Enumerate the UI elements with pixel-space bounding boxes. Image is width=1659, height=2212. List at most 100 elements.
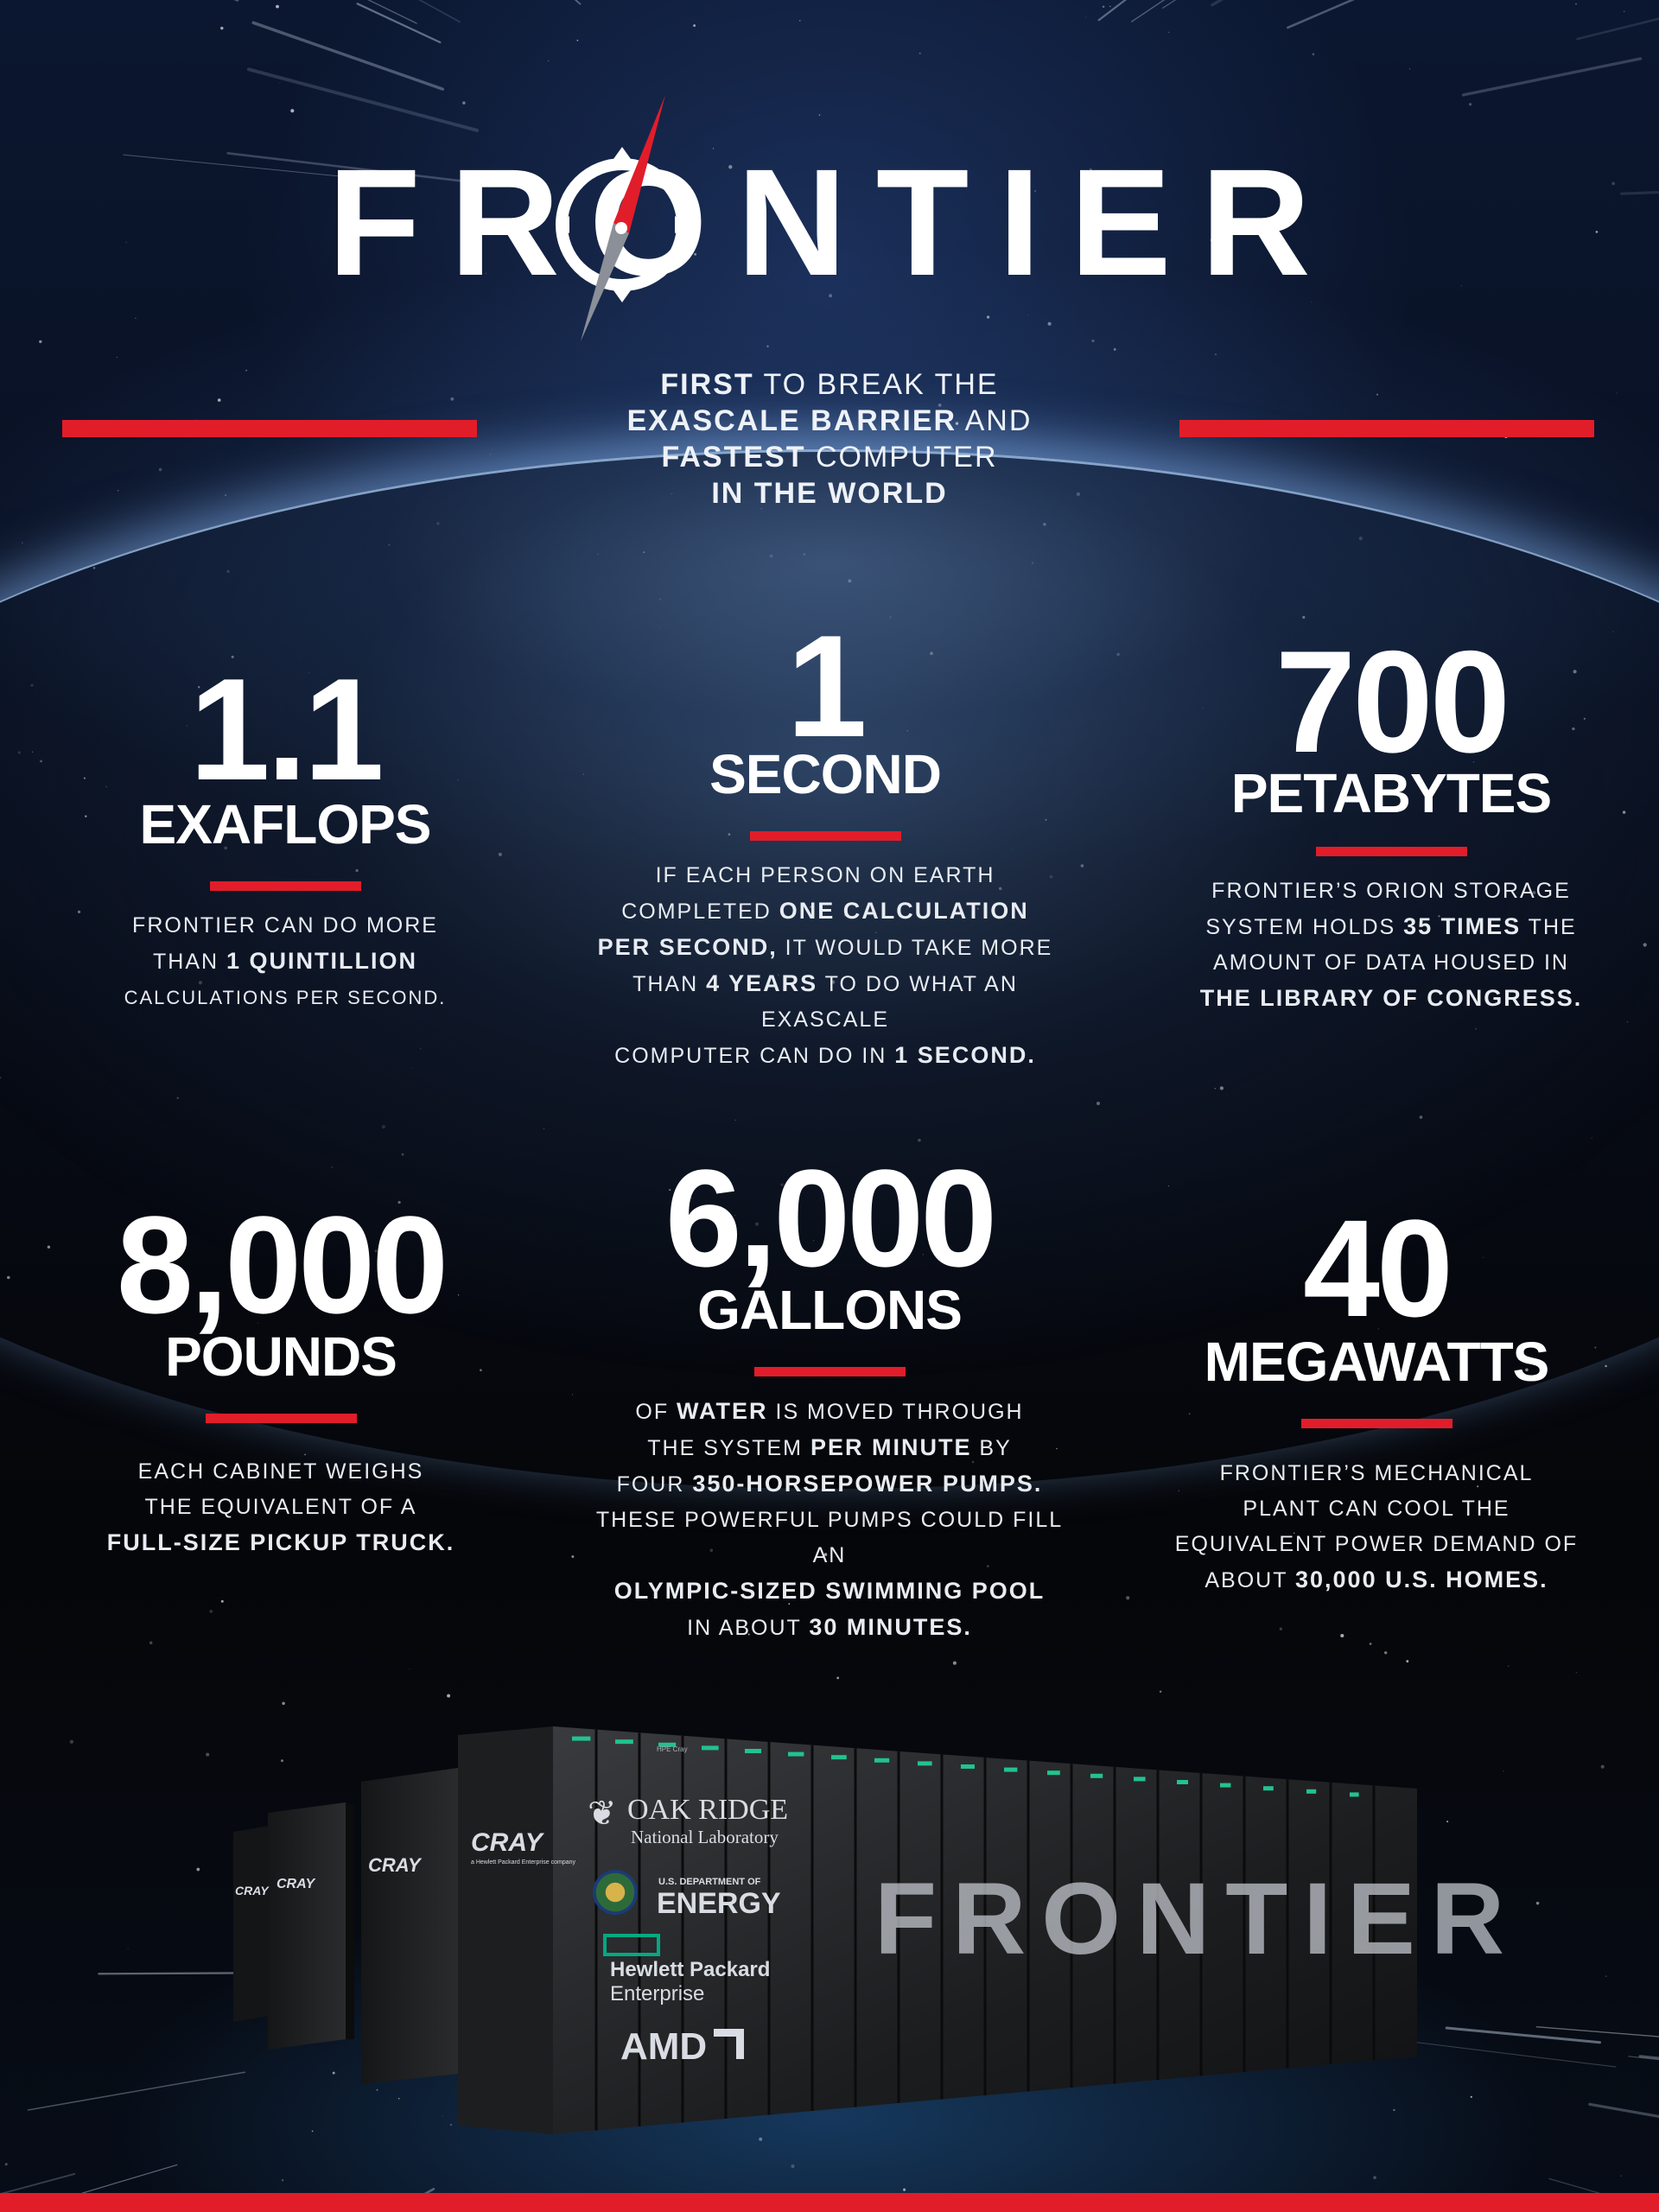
tagline: FIRST TO BREAK THE EXASCALE BARRIER AND … — [484, 366, 1175, 512]
status-led — [1134, 1777, 1146, 1781]
status-led — [1047, 1770, 1060, 1775]
cray-logo-medium: CRAY — [368, 1854, 421, 1877]
logo-title: FRONTIER — [233, 147, 1434, 299]
stat-unit: EXAFLOPS — [43, 797, 527, 852]
status-led — [961, 1764, 975, 1769]
doe-logo-line-2: ENERGY — [657, 1887, 781, 1921]
description-line: SYSTEM HOLDS 35 TIMES THE — [1149, 909, 1633, 945]
tagline-line-2: EXASCALE BARRIER AND — [484, 403, 1175, 439]
stat-unit: GALLONS — [588, 1282, 1071, 1338]
tagline-bar-left — [62, 420, 477, 437]
description-line: FRONTIER’S MECHANICAL — [1135, 1456, 1618, 1491]
status-led — [1263, 1786, 1274, 1790]
bottom-red-bar — [0, 2193, 1659, 2212]
light-streak — [1099, 0, 1271, 20]
description-line: ABOUT 30,000 U.S. HOMES. — [1135, 1562, 1618, 1599]
stat-divider — [1316, 847, 1467, 856]
oak-leaf-icon: ❦ — [588, 1794, 617, 1834]
description-line: OF WATER IS MOVED THROUGH — [588, 1394, 1071, 1430]
stat-description: FRONTIER’S ORION STORAGE SYSTEM HOLDS 35 … — [1149, 874, 1633, 1017]
status-led — [1220, 1783, 1230, 1788]
stat-value: 1.1 — [43, 657, 527, 802]
light-streak — [438, 0, 580, 4]
stat-petabytes: 700 PETABYTES FRONTIER’S ORION STORAGE SY… — [1149, 629, 1633, 1017]
doe-seal-icon — [593, 1870, 638, 1915]
description-line: THESE POWERFUL PUMPS COULD FILL AN — [588, 1503, 1071, 1573]
stat-megawatts: 40 MEGAWATTS FRONTIER’S MECHANICAL PLANT … — [1135, 1199, 1618, 1599]
stat-divider — [210, 881, 361, 891]
status-led — [831, 1755, 847, 1759]
ornl-logo-line-2: National Laboratory — [631, 1827, 779, 1848]
hpe-logo-line-2: Enterprise — [610, 1982, 704, 2006]
stat-divider — [750, 831, 901, 841]
light-streak — [29, 2072, 245, 2110]
stat-value: 1 — [583, 613, 1067, 759]
stat-divider — [206, 1414, 357, 1423]
status-led — [702, 1745, 719, 1750]
description-line: AMOUNT OF DATA HOUSED IN — [1149, 945, 1633, 981]
stat-value: 40 — [1135, 1199, 1618, 1338]
description-line: THE EQUIVALENT OF A — [39, 1490, 523, 1525]
description-line: EQUIVALENT POWER DEMAND OF — [1135, 1527, 1618, 1562]
stat-description: EACH CABINET WEIGHS THE EQUIVALENT OF A FU… — [39, 1454, 523, 1561]
stat-divider — [1301, 1419, 1452, 1428]
amd-logo: AMD — [620, 2025, 707, 2069]
stat-value: 6,000 — [588, 1149, 1071, 1287]
stat-pounds: 8,000 POUNDS EACH CABINET WEIGHS THE EQUI… — [39, 1196, 523, 1561]
status-led — [1350, 1792, 1359, 1796]
description-line: IN ABOUT 30 MINUTES. — [588, 1610, 1071, 1646]
light-streak — [1629, 2056, 1659, 2076]
stat-description: IF EACH PERSON ON EARTH COMPLETED ONE CAL… — [583, 858, 1067, 1074]
ornl-logo-line-1: OAK RIDGE — [627, 1794, 788, 1827]
light-streak — [1578, 0, 1659, 39]
supercomputer-image: CRAY CRAY CRAY CRAY a Hewlett Packard En… — [225, 1711, 1452, 2143]
hpe-cray-tag: HPE Cray — [657, 1745, 688, 1753]
stat-description: FRONTIER’S MECHANICAL PLANT CAN COOL THE E… — [1135, 1456, 1618, 1599]
light-streak — [345, 0, 460, 22]
description-line: OLYMPIC-SIZED SWIMMING POOL — [588, 1573, 1071, 1610]
hpe-logo-line-1: Hewlett Packard — [610, 1958, 770, 1982]
status-led — [1177, 1780, 1188, 1784]
stat-unit: PETABYTES — [1149, 766, 1633, 821]
status-led — [1090, 1774, 1103, 1778]
description-line: THE SYSTEM PER MINUTE BY — [588, 1430, 1071, 1466]
light-streak — [1590, 2104, 1659, 2143]
stat-second: 1 SECOND IF EACH PERSON ON EARTH COMPLETE… — [583, 613, 1067, 1074]
stat-description: FRONTIER CAN DO MORE THAN 1 QUINTILLION … — [43, 908, 527, 1015]
stat-unit: POUNDS — [39, 1329, 523, 1384]
status-led — [918, 1761, 932, 1765]
status-led — [745, 1749, 761, 1753]
cray-tagline: a Hewlett Packard Enterprise company — [471, 1859, 575, 1866]
description-line: FOUR 350-HORSEPOWER PUMPS. — [588, 1466, 1071, 1503]
stat-unit: SECOND — [583, 747, 1067, 802]
stat-exaflops: 1.1 EXAFLOPS FRONTIER CAN DO MORE THAN 1… — [43, 657, 527, 1015]
description-line: FULL-SIZE PICKUP TRUCK. — [39, 1525, 523, 1561]
light-streak — [1287, 0, 1417, 28]
description-line: PLANT CAN COOL THE — [1135, 1491, 1618, 1527]
status-led — [788, 1752, 804, 1757]
cray-logo-small-2: CRAY — [276, 1877, 315, 1892]
status-led — [615, 1739, 633, 1744]
light-streak — [1622, 184, 1659, 194]
stat-value: 8,000 — [39, 1196, 523, 1334]
stat-divider — [754, 1367, 906, 1376]
amd-arrow-icon — [714, 2029, 744, 2059]
description-line: FRONTIER’S ORION STORAGE — [1149, 874, 1633, 909]
cray-logo-small-1: CRAY — [235, 1884, 269, 1897]
status-led — [1004, 1768, 1017, 1772]
light-streak — [1640, 2056, 1659, 2066]
stat-unit: MEGAWATTS — [1135, 1334, 1618, 1389]
stat-gallons: 6,000 GALLONS OF WATER IS MOVED THROUGH T… — [588, 1149, 1071, 1646]
light-streak — [270, 0, 416, 23]
tagline-bar-right — [1179, 420, 1594, 437]
stat-description: OF WATER IS MOVED THROUGH THE SYSTEM PER … — [588, 1394, 1071, 1646]
description-line: PER SECOND, IT WOULD TAKE MORE — [583, 930, 1067, 966]
description-line: COMPLETED ONE CALCULATION — [583, 893, 1067, 930]
tagline-line-4: IN THE WORLD — [484, 475, 1175, 512]
status-led — [874, 1758, 889, 1763]
frontier-logo: FRONTIER — [233, 95, 1434, 354]
light-streak — [1212, 0, 1300, 5]
description-line: IF EACH PERSON ON EARTH — [583, 858, 1067, 893]
description-line: THE LIBRARY OF CONGRESS. — [1149, 981, 1633, 1017]
